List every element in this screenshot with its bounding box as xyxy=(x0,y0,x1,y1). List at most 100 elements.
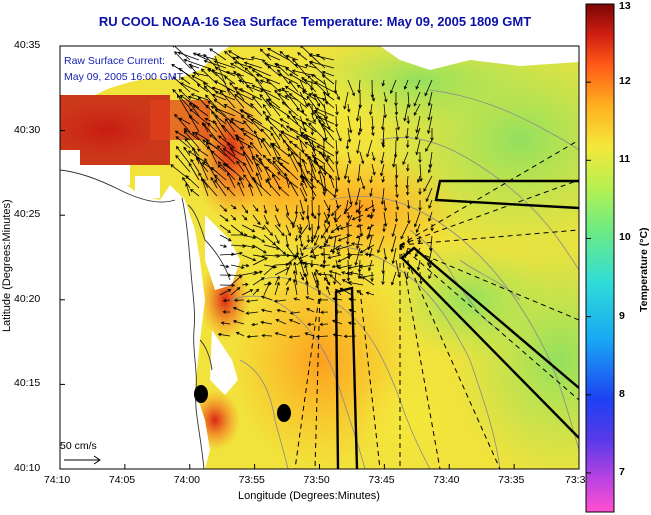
current-vector xyxy=(313,271,320,286)
current-vector xyxy=(367,235,373,251)
current-vector xyxy=(357,79,361,94)
current-vector xyxy=(311,151,319,166)
current-vector xyxy=(301,158,308,173)
current-vector xyxy=(369,187,373,197)
current-vector xyxy=(217,161,236,181)
current-vector xyxy=(243,162,254,181)
x-axis-label: Longitude (Degrees:Minutes) xyxy=(238,490,380,502)
current-vector xyxy=(260,128,272,141)
current-vector xyxy=(405,271,409,280)
x-tick-label: 74:00 xyxy=(173,474,201,486)
current-vector xyxy=(413,103,421,116)
current-vector xyxy=(210,176,218,189)
current-vector xyxy=(235,331,245,337)
current-vector xyxy=(274,244,287,255)
current-vector xyxy=(227,88,245,109)
y-tick-label: 40:30 xyxy=(14,123,41,136)
current-vector xyxy=(250,56,263,61)
current-vector xyxy=(175,136,191,149)
current-vector xyxy=(335,91,340,101)
current-vector xyxy=(240,115,254,125)
current-vector xyxy=(416,259,421,271)
current-vector xyxy=(406,115,411,125)
current-vector xyxy=(209,134,227,149)
current-vector xyxy=(419,163,423,183)
current-vector xyxy=(196,53,218,61)
current-vector xyxy=(390,235,397,253)
current-vector xyxy=(178,117,191,125)
current-vector xyxy=(266,53,281,61)
current-vector xyxy=(178,88,191,101)
current-vector xyxy=(381,139,386,149)
current-vector xyxy=(203,53,218,69)
current-vector xyxy=(241,234,257,240)
current-vector xyxy=(236,134,245,149)
current-vector xyxy=(347,151,352,165)
current-vector xyxy=(223,104,245,117)
current-vector xyxy=(187,95,200,101)
current-vector xyxy=(300,182,308,197)
current-vector xyxy=(259,157,272,181)
current-vector xyxy=(347,79,356,97)
current-vector xyxy=(289,180,299,197)
current-vector xyxy=(365,291,375,296)
current-vector xyxy=(302,121,317,133)
current-vector xyxy=(323,127,328,142)
current-vector xyxy=(232,306,245,313)
current-vector xyxy=(316,145,335,157)
current-vector xyxy=(302,244,309,250)
current-vector xyxy=(260,89,281,101)
current-vector xyxy=(222,148,245,165)
current-vector xyxy=(288,153,299,173)
current-vector xyxy=(266,79,281,93)
current-vector xyxy=(180,77,191,85)
current-vector xyxy=(184,138,200,157)
current-vector xyxy=(427,163,433,174)
current-vector xyxy=(236,160,245,173)
current-vector xyxy=(217,135,236,149)
current-vector xyxy=(226,186,236,197)
current-vector xyxy=(381,175,385,183)
current-vector xyxy=(252,204,259,212)
current-vector xyxy=(346,271,351,282)
current-vector xyxy=(382,223,386,233)
scale-bar-label: 50 cm/s xyxy=(60,440,97,452)
current-vector xyxy=(322,97,335,109)
current-vector xyxy=(253,130,263,149)
current-vector xyxy=(383,211,388,228)
current-vector xyxy=(296,224,302,235)
current-vector xyxy=(183,58,209,69)
current-vector xyxy=(240,146,254,165)
current-vector xyxy=(214,174,227,189)
current-vector xyxy=(418,199,422,211)
current-vector xyxy=(178,67,200,85)
current-vector xyxy=(174,130,191,141)
x-tick-label: 73:55 xyxy=(238,474,265,486)
current-vector xyxy=(230,264,245,270)
current-vector xyxy=(245,299,259,303)
current-vector xyxy=(303,261,320,266)
current-vector xyxy=(415,79,421,90)
current-vector xyxy=(277,157,290,165)
current-vector xyxy=(219,224,232,234)
current-vector xyxy=(200,68,218,85)
x-tick-label: 74:10 xyxy=(44,474,71,486)
current-vector xyxy=(252,270,263,276)
current-vector xyxy=(395,187,399,199)
colorbar-tick-label: 10 xyxy=(619,231,631,244)
current-vector xyxy=(192,71,209,77)
current-vector xyxy=(209,48,227,61)
current-vector xyxy=(230,118,245,125)
current-vector xyxy=(263,224,273,237)
current-vector xyxy=(299,127,304,138)
current-vector xyxy=(219,234,232,242)
current-vector xyxy=(210,105,236,117)
current-vector xyxy=(427,91,433,107)
current-vector xyxy=(430,223,434,232)
current-vector xyxy=(418,187,422,196)
current-vector xyxy=(318,119,335,141)
current-vector xyxy=(383,103,387,119)
overlay-timestamp: May 09, 2005 16:00 GMT xyxy=(64,71,184,83)
current-vector xyxy=(299,163,305,180)
current-vector xyxy=(381,259,385,275)
